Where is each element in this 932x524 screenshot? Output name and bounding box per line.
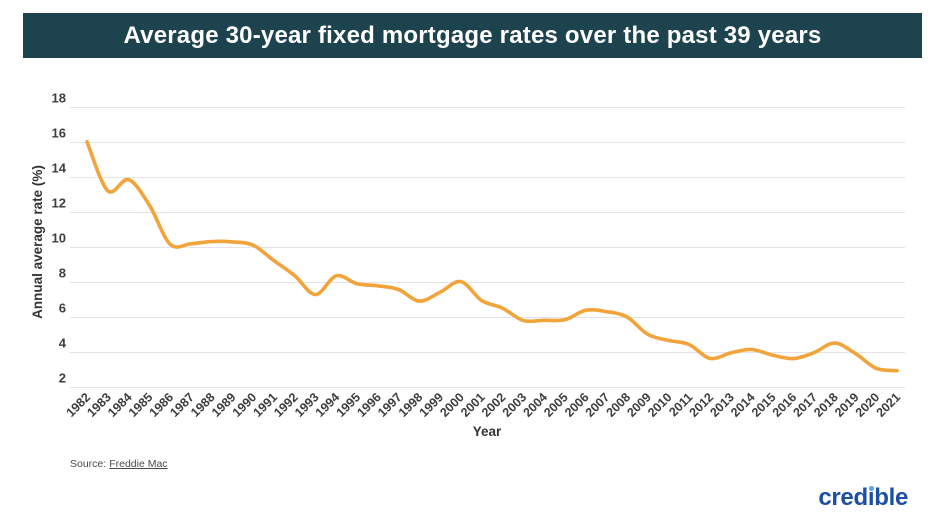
logo-i-stem: ı bbox=[867, 484, 875, 511]
logo-i-dot bbox=[869, 486, 874, 491]
mortgage-rate-line-chart: 1816141210864219821983198419851986198719… bbox=[30, 91, 905, 439]
x-tick-label-2021: 2021 bbox=[874, 390, 904, 420]
logo-i-letter: ı bbox=[867, 484, 875, 511]
y-tick-label-12: 12 bbox=[52, 196, 66, 211]
x-axis-title: Year bbox=[473, 424, 502, 439]
credible-logo: credı ble bbox=[818, 486, 908, 510]
y-tick-label-6: 6 bbox=[59, 301, 66, 316]
y-tick-label-2: 2 bbox=[59, 371, 66, 386]
source-label: Source: bbox=[70, 458, 107, 470]
source-note: Source: Freddie Mac bbox=[70, 458, 168, 470]
chart-title-banner: Average 30-year fixed mortgage rates ove… bbox=[23, 13, 922, 58]
y-tick-label-4: 4 bbox=[59, 336, 67, 351]
y-axis-title: Annual average rate (%) bbox=[30, 165, 45, 319]
y-tick-label-8: 8 bbox=[59, 266, 66, 281]
logo-text-suffix: ble bbox=[874, 484, 908, 511]
logo-text-prefix: cred bbox=[818, 484, 868, 511]
source-link-freddie-mac[interactable]: Freddie Mac bbox=[109, 458, 168, 470]
chart-title: Average 30-year fixed mortgage rates ove… bbox=[123, 21, 822, 49]
y-tick-label-14: 14 bbox=[52, 161, 67, 176]
y-tick-label-16: 16 bbox=[52, 126, 66, 141]
y-tick-label-10: 10 bbox=[52, 231, 66, 246]
rate-line-series bbox=[85, 140, 899, 373]
y-tick-label-18: 18 bbox=[52, 91, 66, 106]
